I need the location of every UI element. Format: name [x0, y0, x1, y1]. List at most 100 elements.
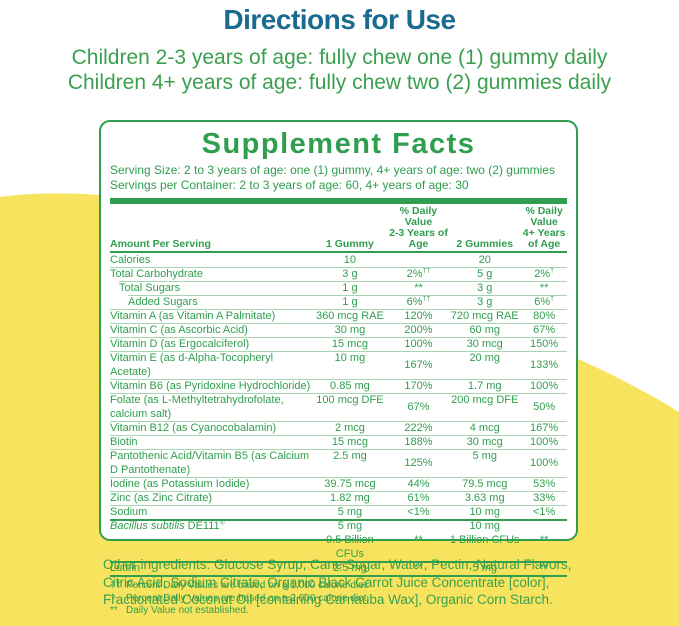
two-gummies-amount: 1.7 mg	[467, 380, 502, 392]
footnote-2000-calorie: † Percent Daily Values are based on a 2,…	[110, 592, 370, 604]
dv-2-3-value: 100%	[404, 338, 433, 350]
directions-line-2-3-years: Children 2-3 years of age: fully chew on…	[71, 46, 608, 69]
directions-title: Directions for Use	[223, 4, 456, 35]
two-gummies-amount: 5 mg	[472, 450, 497, 462]
two-gummies-amount: 30 mcg	[466, 436, 503, 448]
fact-row: Iodine (as Potassium Iodide) 39.75 mcg 44%…	[110, 477, 567, 491]
dv-4plus-value: 133%	[530, 359, 559, 371]
dv-2-3-value: 67%	[407, 401, 430, 413]
one-gummy-amount: 2.5 mg	[333, 562, 367, 574]
fact-row: Added Sugars 1 g 6%†† 3 g 6%†	[110, 295, 567, 309]
divider-bar	[110, 198, 567, 204]
dv-2-3-value: **	[414, 562, 423, 574]
one-gummy-amount: 5 mg 0.5 Billion CFUs	[326, 520, 374, 560]
fact-row: Total Carbohydrate 3 g 2%†† 5 g 2%†	[110, 267, 567, 281]
dv-2-3-value: 170%	[404, 380, 433, 392]
fact-row: Lutein 2.5 mg ** 5 mg **	[110, 561, 567, 575]
two-gummies-amount: 5 g	[477, 268, 493, 280]
two-gummies-amount: 200 mcg DFE	[451, 394, 519, 406]
one-gummy-amount: 100 mcg DFE	[316, 394, 384, 406]
fact-row: Sodium 5 mg <1% 10 mg <1%	[110, 505, 567, 519]
fact-row: Calories 10 20	[110, 253, 567, 267]
supplement-facts-panel: Supplement Facts Serving Size: 2 to 3 ye…	[99, 120, 578, 616]
dv-4plus-value: 6%†	[534, 295, 555, 308]
dv-2-3-value: 125%	[404, 457, 433, 469]
one-gummy-amount: 360 mcg RAE	[315, 310, 384, 322]
footnote-dv-not-established: ** Daily Value not established.	[110, 605, 249, 616]
nutrient-name: Biotin	[110, 436, 138, 448]
one-gummy-amount: 39.75 mcg	[324, 478, 376, 490]
dv-2-3-value: **	[414, 282, 423, 294]
nutrient-name: Iodine (as Potassium Iodide)	[110, 478, 250, 490]
fact-row: Folate (as L-Methyltetrahydrofolate, cal…	[110, 393, 567, 421]
dv-2-3-value: 120%	[404, 310, 433, 322]
fact-row: Vitamin E (as d-Alpha-Tocopheryl Acetate…	[110, 351, 567, 379]
dv-4plus-value: 53%	[533, 478, 556, 490]
nutrient-name: Calories	[110, 254, 151, 266]
directions-section: Directions for Use Children 2-3 years of…	[0, 0, 679, 96]
nutrient-name: Pantothenic Acid/Vitamin B5 (as Calcium …	[110, 450, 310, 476]
dv-2-3-value: 61%	[407, 492, 430, 504]
one-gummy-amount: 15 mcg	[331, 436, 368, 448]
two-gummies-amount: 20 mg	[469, 352, 501, 364]
two-gummies-amount: 720 mcg RAE	[450, 310, 519, 322]
one-gummy-amount: 10	[343, 254, 357, 266]
facts-rows: Calories 10 20 Total Carbohydrate 3 g 2%†† 5 g…	[110, 253, 567, 577]
nutrient-name: Folate (as L-Methyltetrahydrofolate, cal…	[110, 394, 284, 420]
nutrient-name: Bacillus subtilis DE111®	[110, 519, 225, 532]
column-header-1-gummy: 1 Gummy	[325, 238, 374, 250]
footnote-1000-calorie: †† Percent Daily Values are based on a 1…	[110, 580, 370, 591]
facts-header-row: Amount Per Serving 1 Gummy % Daily Value…	[110, 206, 567, 253]
dv-4plus-value: 67%	[533, 324, 556, 336]
two-gummies-amount: 79.5 mcg	[462, 478, 508, 490]
nutrient-name: Vitamin B6 (as Pyridoxine Hydrochloride)	[110, 380, 311, 392]
dv-4plus-value: 100%	[530, 436, 559, 448]
one-gummy-amount: 2.5 mg	[333, 450, 367, 462]
dv-2-3-value: 222%	[404, 422, 433, 434]
dv-4plus-value: 2%†	[534, 267, 555, 280]
nutrient-name: Total Sugars	[119, 282, 181, 294]
one-gummy-amount: 5 mg	[337, 506, 363, 518]
dv-2-3-value: 200%	[404, 324, 433, 336]
nutrient-name: Vitamin E (as d-Alpha-Tocopheryl Acetate…	[110, 352, 274, 378]
dv-2-3-value: 2%††	[406, 267, 431, 280]
nutrient-name: Vitamin A (as Vitamin A Palmitate)	[110, 310, 276, 322]
fact-row: Zinc (as Zinc Citrate) 1.82 mg 61% 3.63 mg 3…	[110, 491, 567, 505]
two-gummies-amount: 20	[478, 254, 491, 266]
dv-4plus-value: 167%	[530, 422, 559, 434]
column-header-dv-2-3: % Daily Value 2-3 Years of Age	[389, 205, 448, 250]
column-header-amount-per-serving: Amount Per Serving	[110, 238, 211, 250]
column-header-2-gummies: 2 Gummies	[456, 238, 514, 250]
two-gummies-amount: 3 g	[477, 282, 493, 294]
two-gummies-amount: 30 mcg	[466, 338, 503, 350]
dv-4plus-value: 50%	[533, 401, 556, 413]
dv-2-3-value: 188%	[404, 436, 433, 448]
nutrient-name: Vitamin D (as Ergocalciferol)	[110, 338, 250, 350]
one-gummy-amount: 15 mcg	[331, 338, 368, 350]
one-gummy-amount: 1 g	[342, 282, 358, 294]
one-gummy-amount: 30 mg	[334, 324, 366, 336]
two-gummies-amount: 3.63 mg	[464, 492, 505, 504]
fact-row: Bacillus subtilis DE111® 5 mg 0.5 Billion …	[110, 519, 567, 561]
two-gummies-amount: 60 mg	[469, 324, 501, 336]
dv-4plus-value: **	[539, 282, 549, 294]
dv-4plus-value: <1%	[532, 506, 556, 518]
dv-2-3-value: <1%	[407, 506, 430, 518]
dv-4plus-value: **	[539, 562, 549, 574]
nutrient-name: Vitamin B12 (as Cyanocobalamin)	[110, 422, 277, 434]
fact-row: Pantothenic Acid/Vitamin B5 (as Calcium …	[110, 449, 567, 477]
dv-2-3-value: 6%††	[406, 295, 431, 308]
facts-footnotes: †† Percent Daily Values are based on a 1…	[110, 580, 567, 618]
two-gummies-amount: 10 mg	[469, 506, 501, 518]
fact-row: Vitamin B6 (as Pyridoxine Hydrochloride)…	[110, 379, 567, 393]
one-gummy-amount: 10 mg	[334, 352, 366, 364]
two-gummies-amount: 3 g	[477, 296, 493, 308]
nutrient-name: Vitamin C (as Ascorbic Acid)	[110, 324, 248, 336]
dv-2-3-value: **	[414, 534, 423, 546]
other-ingredients-text: Other ingredients: Glucose Syrup, Cane S…	[103, 557, 572, 607]
column-header-dv-4plus: % Daily Value 4+ Years of Age	[522, 205, 566, 250]
directions-line-4plus-years: Children 4+ years of age: fully chew two…	[67, 71, 612, 94]
one-gummy-amount: 3 g	[342, 268, 358, 280]
serving-size-text: Serving Size: 2 to 3 years of age: one (…	[110, 163, 555, 177]
fact-row: Vitamin D (as Ergocalciferol) 15 mcg 100% 3…	[110, 337, 567, 351]
